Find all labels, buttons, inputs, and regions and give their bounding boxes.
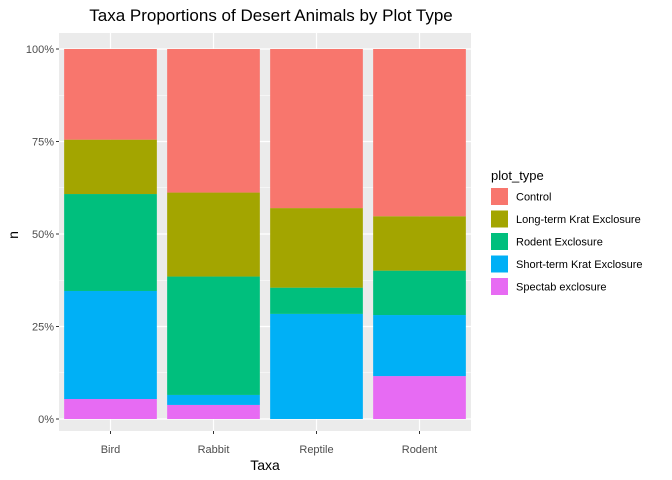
y-axis: 0% 25% 50% 75% 100%: [26, 44, 59, 426]
x-tick-label: Rabbit: [198, 444, 230, 456]
y-axis-label: n: [5, 231, 21, 239]
bar-segment: [64, 194, 157, 291]
legend-swatch: [491, 233, 508, 250]
y-tick-label: 50%: [32, 229, 54, 241]
bar-segment: [373, 270, 466, 316]
x-tick-label: Reptile: [299, 444, 333, 456]
legend-entry-label: Spectab exclosure: [516, 282, 607, 294]
legend-swatch: [491, 210, 508, 228]
bar-segment: [373, 315, 466, 377]
bar-segment: [167, 49, 260, 193]
legend-swatch: [491, 188, 508, 205]
bar-segment: [64, 139, 157, 195]
bar-segment: [64, 49, 157, 140]
x-axis-label: Taxa: [250, 457, 280, 473]
bar-segment: [373, 376, 466, 419]
y-tick-label: 100%: [26, 44, 54, 56]
y-tick-label: 0%: [38, 414, 54, 426]
y-tick-label: 25%: [32, 322, 54, 334]
legend-swatch: [491, 278, 508, 295]
legend-title: plot_type: [491, 168, 544, 183]
legend-entry-label: Short-term Krat Exclosure: [516, 259, 643, 271]
x-tick-label: Bird: [101, 444, 121, 456]
bar-segment: [167, 192, 260, 277]
chart-title: Taxa Proportions of Desert Animals by Pl…: [89, 6, 452, 25]
legend: plot_type Control Long-term Krat Exclosur…: [491, 168, 643, 295]
legend-swatch: [491, 255, 508, 273]
bar-segment: [167, 404, 260, 419]
bar-segment: [64, 290, 157, 400]
bar-segment: [270, 287, 363, 314]
legend-entry-label: Rodent Exclosure: [516, 237, 603, 249]
bar-segment: [270, 313, 363, 419]
bars: [64, 49, 466, 419]
bar-segment: [373, 216, 466, 271]
bar-segment: [270, 208, 363, 288]
bar-segment: [270, 49, 363, 209]
bar-segment: [64, 399, 157, 419]
x-axis: Bird Rabbit Reptile Rodent: [101, 431, 437, 456]
y-tick-label: 75%: [32, 137, 54, 149]
legend-entry-label: Control: [516, 192, 551, 204]
legend-entry-label: Long-term Krat Exclosure: [516, 214, 641, 226]
bar-segment: [167, 276, 260, 395]
bar-segment: [373, 49, 466, 217]
x-tick-label: Rodent: [402, 444, 437, 456]
bar-segment: [167, 394, 260, 405]
